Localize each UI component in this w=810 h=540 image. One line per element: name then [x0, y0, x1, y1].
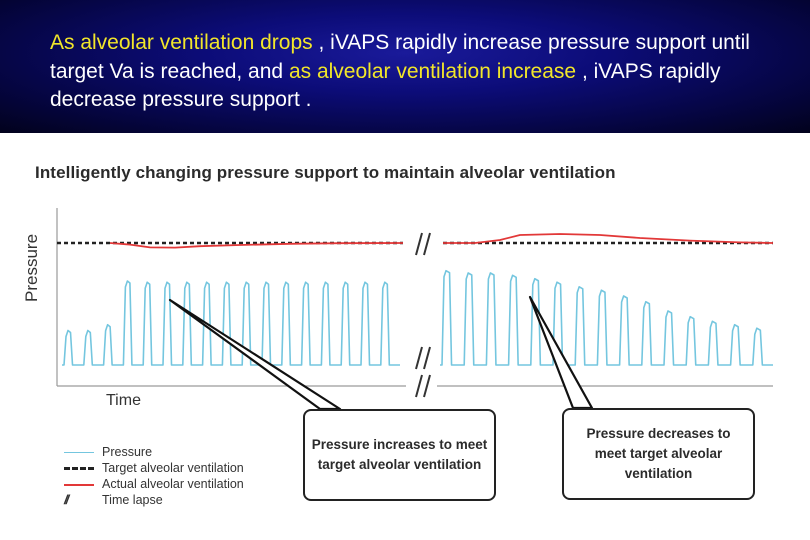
header-banner: As alveolar ventilation drops , iVAPS ra…	[0, 0, 810, 133]
callout-pressure-increases: Pressure increases to meet target alveol…	[303, 409, 496, 501]
pressure-segment-1	[62, 280, 400, 366]
time-lapse-slash	[415, 232, 423, 256]
time-lapse-mark-bottom	[412, 373, 434, 399]
pressure-layer	[62, 269, 773, 366]
header-text-decrease-support: , iVAPS rapidly decrease pressure suppor…	[50, 59, 721, 112]
legend-swatch-actual	[64, 484, 94, 486]
actual-layer	[109, 233, 774, 249]
time-lapse-slash	[423, 346, 431, 370]
time-lapse-slash	[415, 346, 423, 370]
chart-canvas	[56, 208, 774, 411]
time-lapse-gap	[412, 345, 434, 371]
x-axis-label: Time	[106, 392, 141, 409]
legend-swatch-pressure	[64, 452, 94, 453]
time-lapse-slash	[423, 374, 431, 398]
callout-pointer-increase	[168, 298, 342, 411]
legend-swatch-time-lapse-icon: //	[64, 492, 69, 507]
time-lapse-gap	[412, 373, 434, 399]
header-highlight-drop: As alveolar ventilation drops	[50, 31, 313, 54]
legend-label-time-lapse: Time lapse	[102, 493, 163, 507]
time-lapse-gap	[412, 231, 434, 257]
legend-label-actual: Actual alveolar ventilation	[102, 477, 244, 491]
header-highlight-increase: as alveolar ventilation increase	[288, 59, 577, 83]
legend-label-target: Target alveolar ventilation	[102, 461, 244, 475]
chart-axes	[56, 208, 773, 387]
chart-title: Intelligently changing pressure support …	[35, 163, 616, 182]
actual-line-segment-1	[109, 242, 404, 249]
time-lapse-layer	[412, 231, 434, 399]
legend-swatch-target	[64, 467, 94, 470]
pressure-segment-2	[440, 269, 773, 366]
actual-line-segment-2	[443, 233, 774, 244]
time-lapse-mark-top	[412, 231, 434, 257]
legend-label-pressure: Pressure	[102, 445, 153, 459]
header-text-increase-support: , iVAPS rapidly increase pressure suppor…	[50, 31, 750, 83]
time-lapse-mark-middle	[412, 345, 434, 371]
callout-pressure-decreases: Pressure decreases to meet target alveol…	[562, 408, 755, 500]
time-lapse-slash	[423, 232, 431, 256]
y-axis-label: Pressure	[22, 233, 41, 302]
header-text: As alveolar ventilation drops , iVAPS ra…	[50, 29, 795, 115]
time-lapse-slash	[415, 374, 423, 398]
